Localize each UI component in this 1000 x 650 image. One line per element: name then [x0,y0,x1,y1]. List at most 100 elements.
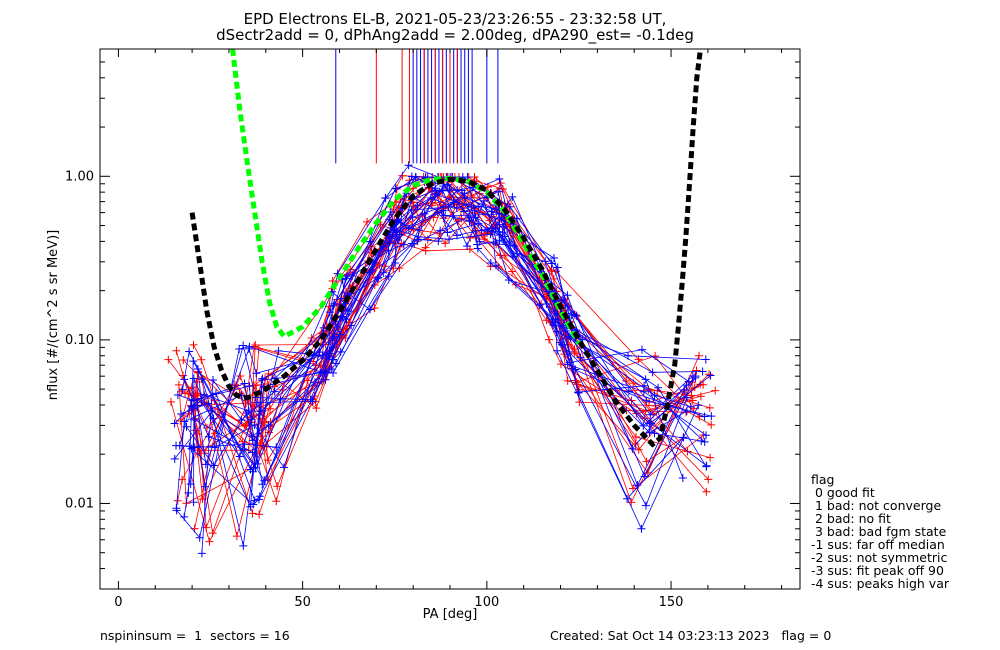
blue-spectrum-point [463,242,472,251]
red-spectrum-point [255,510,264,519]
blue-spectrum-point [646,410,655,419]
blue-spectrum-point [556,338,565,347]
red-spectrum-point [704,475,713,484]
blue-spectrum-point [504,276,513,285]
blue-spectrum-point [637,524,646,533]
blue-spectrum-trace [174,182,707,436]
red-spectrum-point [688,396,697,405]
red-spectrum-point [205,537,214,546]
blue-spectrum-point [682,407,691,416]
blue-spectrum-point [399,240,408,249]
blue-spectrum-point [449,211,458,220]
footer-left: nspininsum = 1 sectors = 16 [100,628,290,643]
blue-spectrum-point [240,440,249,449]
blue-spectrum-point [245,382,254,391]
red-spectrum-point [441,239,450,248]
blue-spectrum-point [258,374,267,383]
blue-spectrum-point [178,385,187,394]
blue-spectrum-point [697,437,706,446]
red-spectrum-point [266,404,275,413]
red-spectrum-point [398,171,407,180]
red-spectrum-point [707,420,716,429]
red-spectrum-point [248,509,257,518]
x-axis-label: PA [deg] [423,607,478,622]
blue-spectrum-point [497,213,506,222]
blue-spectrum-point [541,257,550,266]
blue-spectrum-point [494,187,503,196]
blue-spectrum-point [420,209,429,218]
blue-spectrum-point [553,346,562,355]
blue-spectrum-point [209,414,218,423]
legend-entry: 3 bad: bad fgm state [811,524,947,539]
red-spectrum-point [706,453,715,462]
blue-spectrum-point [435,187,444,196]
blue-spectrum-trace [197,201,696,458]
blue-spectrum-point [576,353,585,362]
blue-spectrum-point [245,342,254,351]
blue-spectrum-point [246,502,255,511]
blue-spectrum-point [252,369,261,378]
red-spectrum-point [702,487,711,496]
blue-spectrum-point [572,312,581,321]
blue-spectrum-point [498,228,507,237]
blue-spectrum-point [650,429,659,438]
red-spectrum-point [370,304,379,313]
blue-spectrum-point [321,375,330,384]
blue-spectrum-point [188,403,197,412]
red-spectrum-point [545,335,554,344]
red-spectrum-point [272,497,281,506]
red-spectrum-point [241,422,250,431]
legend-entry: 2 bad: no fit [811,511,891,526]
blue-spectrum-point [426,194,435,203]
blue-spectrum-point [436,226,445,235]
blue-spectrum-trace [191,216,684,487]
red-spectrum-point [563,376,572,385]
blue-spectrum-point [434,237,443,246]
blue-spectrum-point [235,345,244,354]
blue-spectrum-point [411,173,420,182]
blue-spectrum-point [698,367,707,376]
fit-curves [189,49,703,448]
x-tick-label: 150 [659,595,684,610]
blue-spectrum-point [495,220,504,229]
blue-spectrum-point [338,312,347,321]
blue-spectrum-point [637,345,646,354]
blue-spectrum-point [645,419,654,428]
blue-spectrum-point [558,296,567,305]
blue-spectrum-point [567,364,576,373]
blue-spectrum-point [688,371,697,380]
blue-spectrum-trace [189,186,707,506]
blue-spectrum-point [306,395,315,404]
blue-spectrum-point [407,239,416,248]
blue-spectrum-point [253,459,262,468]
blue-spectrum-point [477,226,486,235]
blue-spectrum-point [201,460,210,469]
blue-spectrum-point [624,387,633,396]
blue-spectrum-point [248,467,257,476]
red-spectrum-point [193,430,202,439]
blue-spectrum-trace [177,187,705,486]
blue-spectrum-point [272,443,281,452]
red-spectrum-point [185,409,194,418]
red-spectrum-point [692,366,701,375]
blue-spectrum-point [239,541,248,550]
blue-spectrum-point [474,202,483,211]
blue-spectrum-point [633,481,642,490]
blue-spectrum-point [441,211,450,220]
blue-spectrum-point [682,381,691,390]
blue-spectrum-point [508,192,517,201]
blue-spectrum-point [209,375,218,384]
blue-spectrum-point [320,369,329,378]
blue-spectrum-point [460,189,469,198]
blue-spectrum-point [654,383,663,392]
red-spectrum-point [705,403,714,412]
blue-spectrum-point [190,443,199,452]
red-spectrum-point [575,398,584,407]
blue-spectrum-point [195,533,204,542]
red-spectrum-point [696,392,705,401]
red-spectrum-point [682,408,691,417]
red-spectrum-point [694,351,703,360]
blue-spectrum-point [443,228,452,237]
blue-spectrum-point [700,437,709,446]
blue-spectrum-point [329,301,338,310]
